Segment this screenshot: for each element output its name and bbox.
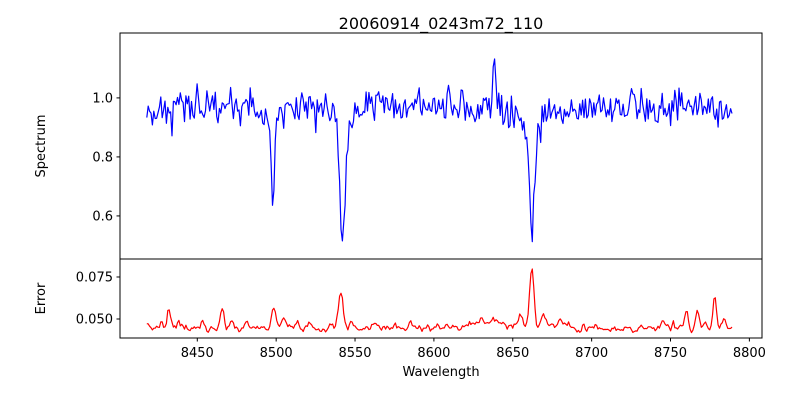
x-tick-label: 8600 [417, 346, 450, 361]
y-tick-label: 0.075 [76, 271, 113, 286]
data-curves [146, 58, 733, 334]
x-axis-label: Wavelength [402, 365, 479, 380]
y-tick-label: 0.6 [92, 210, 113, 225]
flux-line [146, 58, 733, 243]
axis-ticks [116, 97, 750, 342]
y-tick-label: 0.050 [76, 313, 113, 328]
y-tick-label: 1.0 [92, 92, 113, 107]
x-tick-label: 8800 [733, 346, 766, 361]
chart-title: 20060914_0243m72_110 [339, 14, 544, 34]
axes-frames [119, 32, 763, 339]
x-tick-label: 8450 [181, 346, 214, 361]
x-tick-label: 8550 [338, 346, 371, 361]
axis-tick-labels: 0.6 0.8 1.0 0.050 0.075 8450 8500 8550 8600 8650 8… [76, 92, 766, 361]
x-tick-label: 8650 [496, 346, 529, 361]
x-tick-label: 8700 [575, 346, 608, 361]
y-axis-label-error: Error [34, 282, 49, 314]
y-tick-label: 0.8 [92, 151, 113, 166]
error-line [146, 268, 733, 334]
x-tick-label: 8500 [260, 346, 293, 361]
x-tick-label: 8750 [654, 346, 687, 361]
panel-frame-error [119, 258, 763, 339]
y-axis-label-spectrum: Spectrum [34, 115, 49, 178]
panel-frame-spectrum [119, 32, 763, 260]
